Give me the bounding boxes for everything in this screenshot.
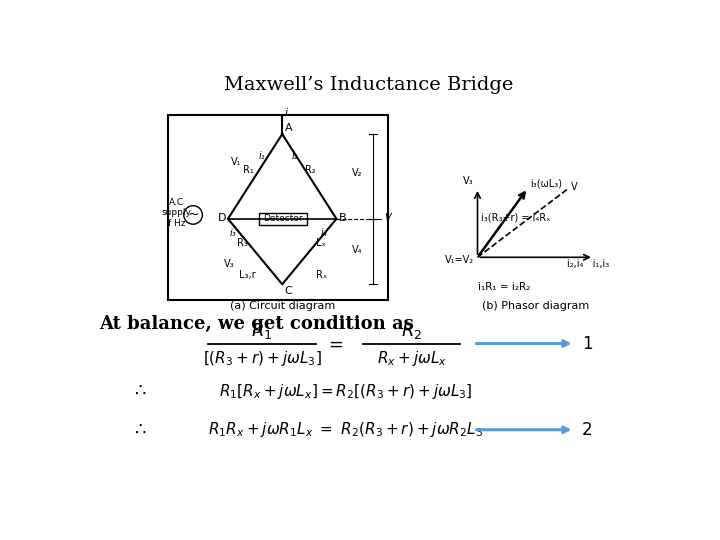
Text: $R_x+j\omega L_x$: $R_x+j\omega L_x$: [377, 349, 446, 368]
Text: V₁=V₂: V₁=V₂: [444, 255, 474, 266]
Text: At balance, we get condition as: At balance, we get condition as: [99, 315, 414, 333]
Text: i₄: i₄: [321, 228, 328, 238]
Text: R₂: R₂: [305, 165, 316, 174]
Text: $R_1$: $R_1$: [251, 321, 273, 341]
Text: V: V: [571, 181, 578, 192]
Text: A.C
supply
f Hz: A.C supply f Hz: [162, 198, 192, 227]
Text: i₂: i₂: [292, 151, 298, 161]
Text: Detector: Detector: [264, 214, 303, 224]
Text: 2: 2: [582, 421, 593, 439]
Text: V₃: V₃: [224, 259, 235, 268]
Text: D: D: [218, 213, 226, 223]
Text: R₃: R₃: [238, 238, 248, 248]
Text: (a) Circuit diagram: (a) Circuit diagram: [230, 301, 335, 311]
Text: Lₓ: Lₓ: [316, 238, 326, 248]
Text: i₃: i₃: [230, 228, 236, 238]
Bar: [168, 115, 388, 300]
Text: 1: 1: [582, 335, 593, 353]
Text: V₃: V₃: [463, 176, 474, 186]
Text: i₃(R₃+r) = i₄Rₓ: i₃(R₃+r) = i₄Rₓ: [482, 212, 551, 222]
Text: Maxwell’s Inductance Bridge: Maxwell’s Inductance Bridge: [225, 76, 513, 94]
Bar: [259, 213, 307, 225]
Text: V₄: V₄: [352, 246, 362, 255]
Text: i₂,i₄   i₁,i₃: i₂,i₄ i₁,i₃: [567, 259, 609, 269]
Text: L₃,r: L₃,r: [239, 270, 256, 280]
Text: V₂: V₂: [352, 168, 362, 178]
Text: Rₓ: Rₓ: [316, 270, 328, 280]
Text: $=$: $=$: [325, 335, 343, 353]
Text: $R_1 R_x+j\omega R_1 L_x\ =\ R_2(R_3+r)+j\omega R_2 L_3$: $R_1 R_x+j\omega R_1 L_x\ =\ R_2(R_3+r)+…: [208, 420, 483, 439]
Text: V₁: V₁: [231, 157, 241, 167]
Text: C: C: [284, 286, 292, 296]
Text: ~: ~: [187, 208, 199, 222]
Text: i: i: [284, 109, 288, 118]
Text: A: A: [284, 123, 292, 133]
Text: ∴: ∴: [135, 421, 146, 439]
Text: $[(R_3+r)+j\omega L_3]$: $[(R_3+r)+j\omega L_3]$: [202, 349, 321, 368]
Text: (b) Phasor diagram: (b) Phasor diagram: [482, 301, 589, 311]
Text: $R_1\left[R_x+j\omega L_x\right] = R_2\left[(R_3+r)+j\omega L_3\right]$: $R_1\left[R_x+j\omega L_x\right] = R_2\l…: [219, 382, 472, 401]
Text: i₃(ωL₃): i₃(ωL₃): [530, 178, 562, 188]
Text: $R_2$: $R_2$: [401, 321, 422, 341]
Text: i₁: i₁: [259, 151, 266, 161]
Text: R₁: R₁: [243, 165, 253, 174]
Text: B: B: [339, 213, 346, 223]
Text: V: V: [384, 213, 391, 223]
Text: i₁R₁ = i₂R₂: i₁R₁ = i₂R₂: [477, 282, 530, 292]
Text: ∴: ∴: [135, 382, 146, 400]
